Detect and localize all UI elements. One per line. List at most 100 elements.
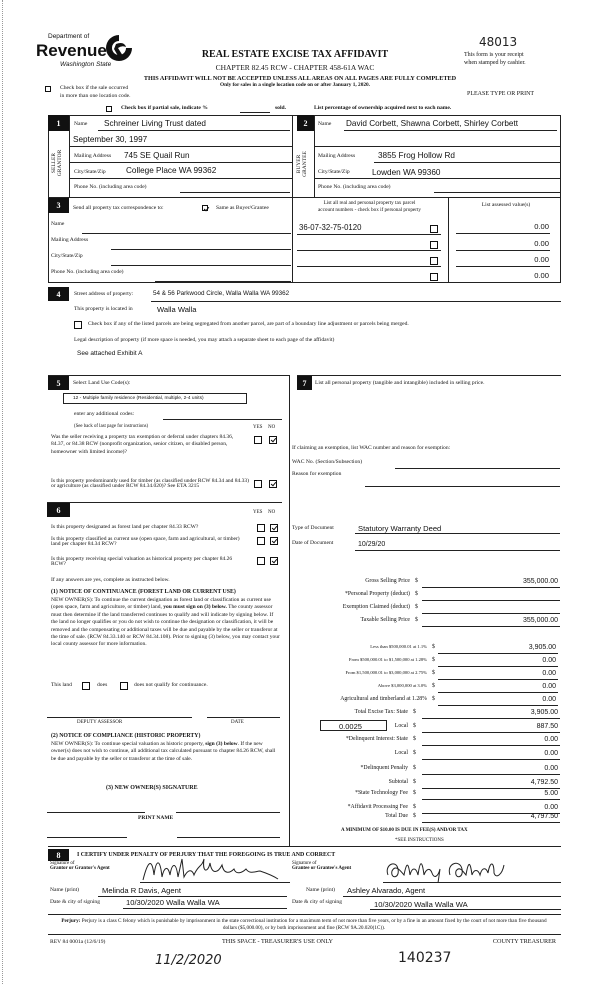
amount-value[interactable]: 3,905.00 xyxy=(528,644,556,651)
buyer-phone-field[interactable] xyxy=(434,192,561,193)
city-label: City/State/Zip xyxy=(74,169,106,175)
seller-phone-field[interactable] xyxy=(180,192,290,193)
buyer-name-field[interactable]: David Corbett, Shawna Corbett, Shirley C… xyxy=(346,119,519,128)
grantee-name-field[interactable]: Ashley Alvarado, Agent xyxy=(347,886,426,895)
amount-label: Less than $500,000.01 at 1.1% xyxy=(370,644,427,649)
does-qualify-checkbox[interactable] xyxy=(82,682,90,690)
q1-text: Was the seller receiving a property tax … xyxy=(51,434,234,455)
print-name-line[interactable] xyxy=(177,837,280,838)
street-address-field[interactable]: 54 & 56 Parkwood Circle, Walla Walla WA … xyxy=(153,290,290,297)
historic-yes-checkbox[interactable] xyxy=(257,557,265,565)
amount-value[interactable]: 0.00 xyxy=(542,696,556,703)
currency-symbol: $ xyxy=(413,736,416,742)
amount-value[interactable]: 0.00 xyxy=(544,804,558,811)
section-number: 1 xyxy=(48,115,69,131)
buyer-mailing-field[interactable]: 3855 Frog Hollow Rd xyxy=(378,151,455,160)
underline xyxy=(374,162,561,163)
column-divider xyxy=(289,375,290,846)
assessed-value[interactable]: 0.00 xyxy=(534,239,549,248)
doc-type-field[interactable]: Statutory Warranty Deed xyxy=(358,524,442,533)
amount-value[interactable]: 887.50 xyxy=(536,723,558,730)
deputy-assessor-signature-line[interactable] xyxy=(47,717,192,718)
currency-symbol: $ xyxy=(413,804,416,810)
partial-sale-percent-field[interactable] xyxy=(240,112,270,113)
buyer-city-field[interactable]: Lowden WA 99360 xyxy=(372,168,441,177)
print-name-line[interactable] xyxy=(47,837,127,838)
grantee-date-city-field[interactable]: 10/30/2020 Walla Walla WA xyxy=(374,900,468,909)
seller-name-field[interactable]: Schreiner Living Trust dated xyxy=(104,119,206,128)
personal-property-checkbox[interactable] xyxy=(430,273,438,281)
multi-location-checkbox[interactable] xyxy=(45,86,51,92)
underline xyxy=(422,745,560,746)
forest-yes-checkbox[interactable] xyxy=(257,524,265,532)
underline xyxy=(422,822,560,823)
local-tax-rate-box[interactable]: 0.0025 xyxy=(320,720,387,731)
amount-value[interactable]: 0.00 xyxy=(542,683,556,690)
seller-name-line2[interactable]: September 30, 1997 xyxy=(73,135,148,144)
underline xyxy=(422,774,560,775)
located-field[interactable]: Walla Walla xyxy=(157,305,197,314)
amount-value[interactable]: 3,905.00 xyxy=(530,709,558,716)
q1-yes-checkbox[interactable] xyxy=(254,436,262,444)
underline xyxy=(438,653,558,654)
wac-field[interactable] xyxy=(395,468,560,469)
new-owner-signature-line[interactable] xyxy=(176,812,280,813)
grantor-signature[interactable] xyxy=(138,855,298,885)
seller-mailing-field[interactable]: 745 SE Quail Run xyxy=(124,151,190,160)
grantor-date-city-field[interactable]: 10/30/2020 Walla Walla WA xyxy=(126,898,220,907)
same-as-buyer-checkbox[interactable] xyxy=(202,205,208,211)
amount-value[interactable]: 0.00 xyxy=(544,750,558,757)
grantee-signature[interactable] xyxy=(382,857,512,883)
doc-date-field[interactable]: 10/29/20 xyxy=(358,541,386,548)
assessed-value[interactable]: 0.00 xyxy=(534,222,549,231)
same-as-label: Same as Buyer/Grantee xyxy=(216,205,269,211)
seller-city-field[interactable]: College Place WA 99362 xyxy=(126,166,217,175)
land-use-select[interactable]: 12 - Multiple family residence (Resident… xyxy=(63,393,247,404)
amount-value[interactable]: 355,000.00 xyxy=(522,578,558,585)
amount-value[interactable]: 355,000.00 xyxy=(522,617,558,624)
does-not-qualify-checkbox[interactable] xyxy=(120,682,128,690)
assessed-value[interactable]: 0.00 xyxy=(534,271,549,280)
tax-city-field[interactable] xyxy=(111,265,291,266)
current-no-checkbox[interactable] xyxy=(270,537,278,545)
q2-no-checkbox[interactable] xyxy=(269,480,277,488)
q1-no-checkbox[interactable] xyxy=(269,436,277,444)
personal-property-checkbox[interactable] xyxy=(430,257,438,265)
forest-no-checkbox[interactable] xyxy=(270,524,278,532)
parcel-number[interactable]: 36-07-32-75-0120 xyxy=(299,223,362,232)
partial-sale-checkbox[interactable] xyxy=(106,106,112,112)
personal-property-checkbox[interactable] xyxy=(430,241,438,249)
tax-mailing-field[interactable] xyxy=(111,249,291,250)
currency-symbol: $ xyxy=(415,591,418,597)
underline xyxy=(422,718,560,719)
additional-codes-field[interactable] xyxy=(163,419,282,420)
tax-phone-field[interactable] xyxy=(155,281,291,282)
assessed-value[interactable]: 0.00 xyxy=(534,255,549,264)
amount-value[interactable]: 5.00 xyxy=(544,790,558,797)
current-yes-checkbox[interactable] xyxy=(257,537,265,545)
new-owner-signature-line[interactable] xyxy=(47,812,145,813)
legal-description-field[interactable]: See attached Exhibit A xyxy=(77,350,143,357)
deputy-date-line[interactable] xyxy=(207,717,280,718)
amount-value[interactable]: 0.00 xyxy=(544,765,558,772)
personal-property-checkbox[interactable] xyxy=(430,225,438,233)
amount-value[interactable]: 0.00 xyxy=(544,736,558,743)
currency-symbol: $ xyxy=(432,670,435,676)
historic-no-checkbox[interactable] xyxy=(270,557,278,565)
segregated-checkbox[interactable] xyxy=(74,321,82,329)
reason-field[interactable] xyxy=(365,486,560,487)
name-label: Name xyxy=(51,221,65,227)
tax-name-field[interactable] xyxy=(82,233,291,234)
q2-yes-checkbox[interactable] xyxy=(254,480,262,488)
amount-value[interactable]: 4,792.50 xyxy=(530,779,558,786)
amount-value[interactable]: 0.00 xyxy=(542,670,556,677)
amount-value[interactable]: 4,797.50 xyxy=(530,813,558,820)
exemption-label: If claiming an exemption, list WAC numbe… xyxy=(292,445,451,451)
amount-value[interactable]: 0.00 xyxy=(542,657,556,664)
grantor-name-field[interactable]: Melinda R Davis, Agent xyxy=(102,886,181,895)
underline xyxy=(456,250,550,251)
deputy-assessor-label: DEPUTY ASSESSOR xyxy=(77,720,123,725)
amount-label: Total Due xyxy=(385,813,408,819)
amount-label: *Delinquent Interest: State xyxy=(345,736,408,742)
logo-name: Revenue xyxy=(36,41,107,60)
